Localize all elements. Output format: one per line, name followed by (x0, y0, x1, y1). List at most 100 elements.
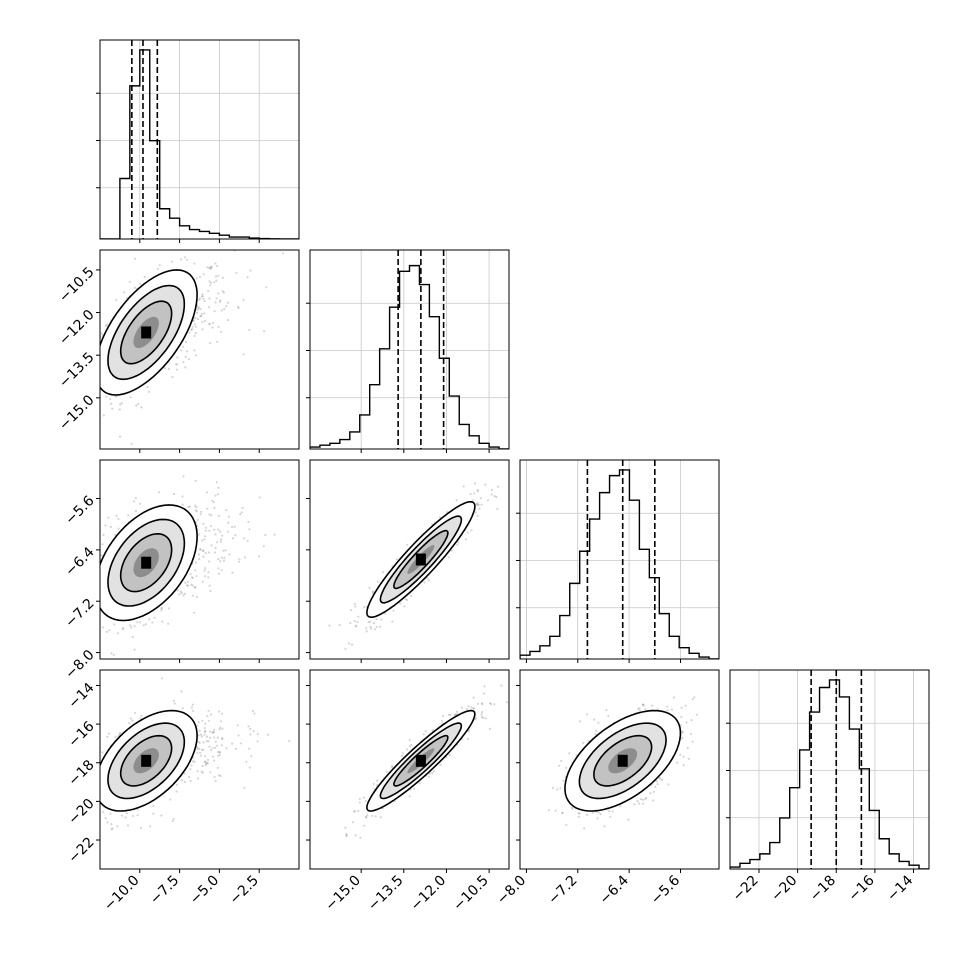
sample-point (120, 402, 123, 405)
sample-point (198, 741, 201, 745)
sample-point (189, 573, 192, 576)
sample-point (345, 832, 348, 835)
sample-point (208, 584, 211, 587)
sample-point (206, 715, 209, 718)
sample-point (139, 621, 142, 624)
sample-point (682, 764, 685, 767)
sample-point (118, 733, 121, 736)
sample-point (221, 276, 224, 279)
sample-point (211, 731, 214, 734)
sample-point (197, 740, 200, 743)
sample-point (151, 621, 154, 624)
y-tick-label: −16 (65, 718, 97, 750)
sample-point (470, 529, 473, 532)
sample-point (213, 736, 216, 739)
sample-point (475, 502, 478, 505)
panel-content (547, 696, 699, 830)
sample-point (433, 770, 436, 773)
sample-point (194, 586, 197, 589)
sample-point (100, 554, 103, 557)
sample-point (219, 726, 222, 729)
sample-point (577, 812, 580, 815)
panel-frame (729, 669, 930, 870)
y-tick-label: −14 (65, 680, 97, 712)
sample-point (130, 626, 133, 629)
sample-point (243, 537, 246, 540)
sample-point (194, 561, 198, 564)
sample-point (476, 514, 479, 517)
sample-point (222, 559, 226, 562)
sample-point (208, 322, 211, 325)
sample-point (354, 605, 357, 608)
sample-point (106, 821, 109, 824)
sample-point (197, 553, 201, 556)
sample-point (87, 438, 89, 440)
sample-point (91, 634, 93, 636)
sample-point (202, 555, 205, 558)
sample-point (131, 719, 134, 722)
sample-point (338, 623, 341, 627)
sample-point (196, 751, 199, 755)
sample-point (139, 282, 142, 285)
x-tick-label: −8.0 (494, 873, 529, 908)
sample-point (94, 790, 96, 792)
sample-point (204, 526, 208, 529)
sample-point (90, 579, 92, 581)
sample-point (97, 385, 99, 387)
sample-point (476, 503, 479, 507)
sample-point (371, 590, 374, 593)
sample-point (204, 567, 207, 570)
sample-point (211, 755, 214, 758)
sample-point (193, 262, 196, 265)
hist-panel-2 (516, 459, 720, 663)
sample-point (248, 747, 251, 750)
sample-point (94, 415, 96, 417)
sample-point (240, 511, 243, 514)
sample-point (469, 493, 472, 496)
sample-point (198, 729, 201, 732)
sample-point (175, 368, 178, 371)
sample-point (126, 824, 130, 827)
sample-point (219, 774, 222, 778)
sample-point (202, 522, 205, 526)
sample-point (227, 515, 230, 518)
sample-point (202, 297, 205, 300)
sample-point (418, 782, 421, 785)
sample-point (179, 590, 183, 593)
sample-point (170, 260, 173, 263)
sample-point (364, 799, 367, 803)
sample-point (199, 548, 202, 551)
sample-point (666, 705, 669, 708)
sample-point (258, 496, 261, 499)
sample-point (213, 310, 216, 313)
sample-point (137, 402, 140, 405)
sample-point (191, 594, 194, 597)
sample-point (238, 558, 241, 561)
sample-point (97, 624, 99, 626)
sample-point (102, 810, 105, 814)
contour-line (379, 722, 463, 800)
panel-content (87, 250, 284, 445)
sample-point (248, 766, 251, 769)
sample-point (213, 775, 216, 779)
sample-point (237, 306, 240, 310)
y-tick-label: −6.4 (62, 544, 97, 579)
sample-point (94, 789, 96, 791)
sample-point (379, 625, 382, 628)
sample-point (207, 306, 211, 309)
sample-point (644, 708, 647, 711)
sample-point (642, 703, 645, 706)
sample-point (591, 811, 594, 814)
sample-point (218, 728, 221, 731)
contour-line (100, 504, 198, 622)
sample-point (92, 784, 94, 786)
sample-point (90, 393, 92, 395)
sample-point (670, 708, 674, 711)
sample-point (652, 790, 655, 793)
sample-point (453, 714, 456, 717)
sample-point (213, 506, 216, 509)
sample-point (219, 530, 222, 533)
sample-point (249, 733, 252, 736)
sample-point (94, 378, 96, 380)
sample-point (129, 717, 132, 720)
